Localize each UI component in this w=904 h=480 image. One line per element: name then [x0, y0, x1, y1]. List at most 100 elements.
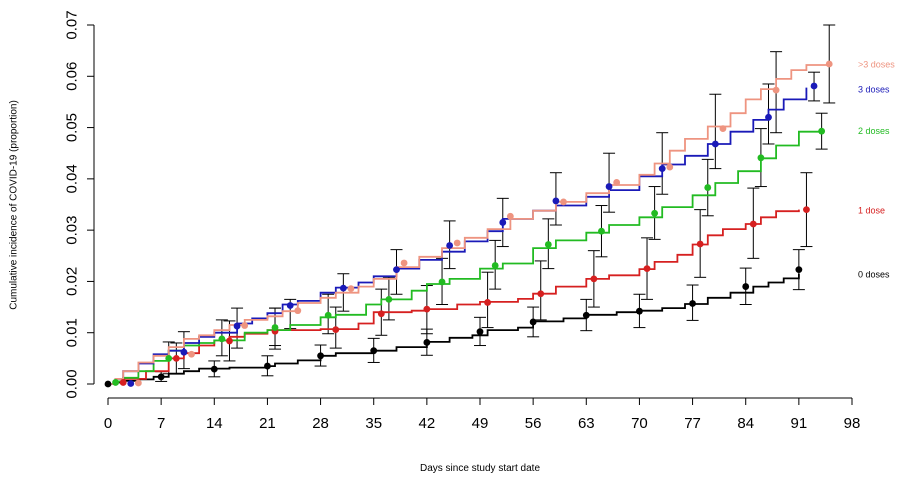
x-tick-label: 56 [525, 415, 542, 432]
x-tick-label: 84 [737, 415, 754, 432]
series-label: 0 doses [858, 270, 890, 280]
data-point [324, 311, 332, 319]
series-label: 2 doses [858, 126, 890, 136]
series-label: 3 doses [858, 85, 890, 95]
series-line-4 [108, 63, 831, 385]
data-point [711, 140, 719, 148]
x-axis-title: Days since study start date [420, 463, 540, 474]
data-point [544, 241, 552, 248]
data-point [666, 163, 674, 171]
y-tick-label: 0.02 [64, 267, 81, 296]
data-point [210, 365, 218, 373]
x-ticks: 0 7 14 21 28 35 42 49 56 63 70 77 84 91 98 [104, 398, 861, 432]
series-points [104, 60, 833, 388]
x-tick-label: 70 [631, 415, 648, 432]
data-point [476, 328, 484, 336]
data-point [643, 265, 651, 273]
data-point [218, 335, 226, 343]
data-point [529, 318, 537, 326]
data-point [651, 209, 659, 217]
data-point [689, 300, 696, 307]
data-point [765, 113, 772, 121]
data-point [377, 310, 385, 318]
data-point [704, 184, 712, 191]
series-labels: 0 doses 1 dose 2 doses 3 doses >3 doses [858, 59, 895, 279]
data-point [636, 307, 643, 315]
data-point [552, 197, 560, 205]
data-point [453, 239, 461, 247]
data-point [294, 307, 302, 315]
y-tick-label: 0.03 [64, 216, 81, 245]
data-point [271, 324, 279, 331]
data-point [157, 373, 165, 381]
data-point [112, 379, 119, 386]
error-bars [155, 24, 836, 382]
x-tick-label: 28 [312, 415, 329, 432]
series-line-1 [108, 209, 800, 385]
data-point [484, 299, 491, 306]
data-point [742, 283, 750, 290]
data-point [180, 348, 188, 356]
data-point [795, 266, 803, 274]
data-point [803, 206, 810, 214]
x-tick-label: 14 [206, 415, 223, 432]
data-point [605, 183, 613, 190]
data-point [438, 278, 446, 286]
data-point [818, 127, 826, 135]
data-point [233, 322, 241, 330]
data-point [339, 284, 347, 292]
data-point [491, 262, 499, 269]
x-tick-label: 98 [844, 415, 861, 432]
data-point [119, 379, 127, 386]
data-point [286, 302, 294, 309]
data-point [264, 362, 271, 370]
data-point [332, 326, 340, 334]
series-lines [108, 63, 831, 385]
data-point [317, 352, 324, 360]
data-point [719, 125, 727, 132]
series-line-3 [108, 87, 808, 385]
data-point [757, 154, 765, 162]
data-point [598, 227, 605, 235]
data-point [370, 347, 378, 355]
data-point [134, 379, 142, 387]
x-tick-label: 0 [104, 415, 112, 432]
data-point [127, 380, 135, 387]
data-point [347, 285, 355, 293]
data-point [590, 275, 598, 283]
data-point [423, 305, 431, 313]
x-tick-label: 63 [578, 415, 595, 432]
series-label: >3 doses [858, 59, 895, 69]
data-point [188, 350, 195, 358]
data-point [172, 354, 180, 362]
axes: 0 7 14 21 28 35 42 49 56 63 70 77 84 91 98 0.000.010.0… [64, 10, 861, 432]
data-point [696, 240, 704, 248]
data-point [423, 339, 431, 346]
x-tick-label: 49 [472, 415, 489, 432]
y-ticks: 0.00 0.01 0.02 0.03 0.04 0.05 0.06 0.07 [64, 10, 94, 399]
data-point [506, 212, 514, 220]
series-line-0 [108, 273, 800, 385]
y-tick-label: 0.06 [64, 62, 81, 91]
y-tick-label: 0.05 [64, 113, 81, 142]
data-point [537, 290, 545, 298]
data-point [400, 259, 408, 267]
data-point [582, 311, 590, 319]
y-tick-label: 0.07 [64, 10, 81, 39]
x-tick-label: 42 [419, 415, 436, 432]
data-point [226, 337, 233, 345]
y-tick-label: 0.00 [64, 369, 81, 398]
data-point [241, 322, 249, 329]
x-tick-label: 91 [791, 415, 808, 432]
x-tick-label: 7 [157, 415, 165, 432]
y-axis-title: Cumulative incidence of COVID-19 (propor… [9, 100, 20, 310]
data-point [749, 220, 757, 228]
x-tick-label: 21 [259, 415, 276, 432]
y-tick-label: 0.01 [64, 318, 81, 347]
series-label: 1 dose [858, 206, 885, 216]
data-point [393, 266, 400, 274]
data-point [810, 82, 818, 90]
data-point [385, 295, 393, 303]
data-point [772, 86, 780, 94]
